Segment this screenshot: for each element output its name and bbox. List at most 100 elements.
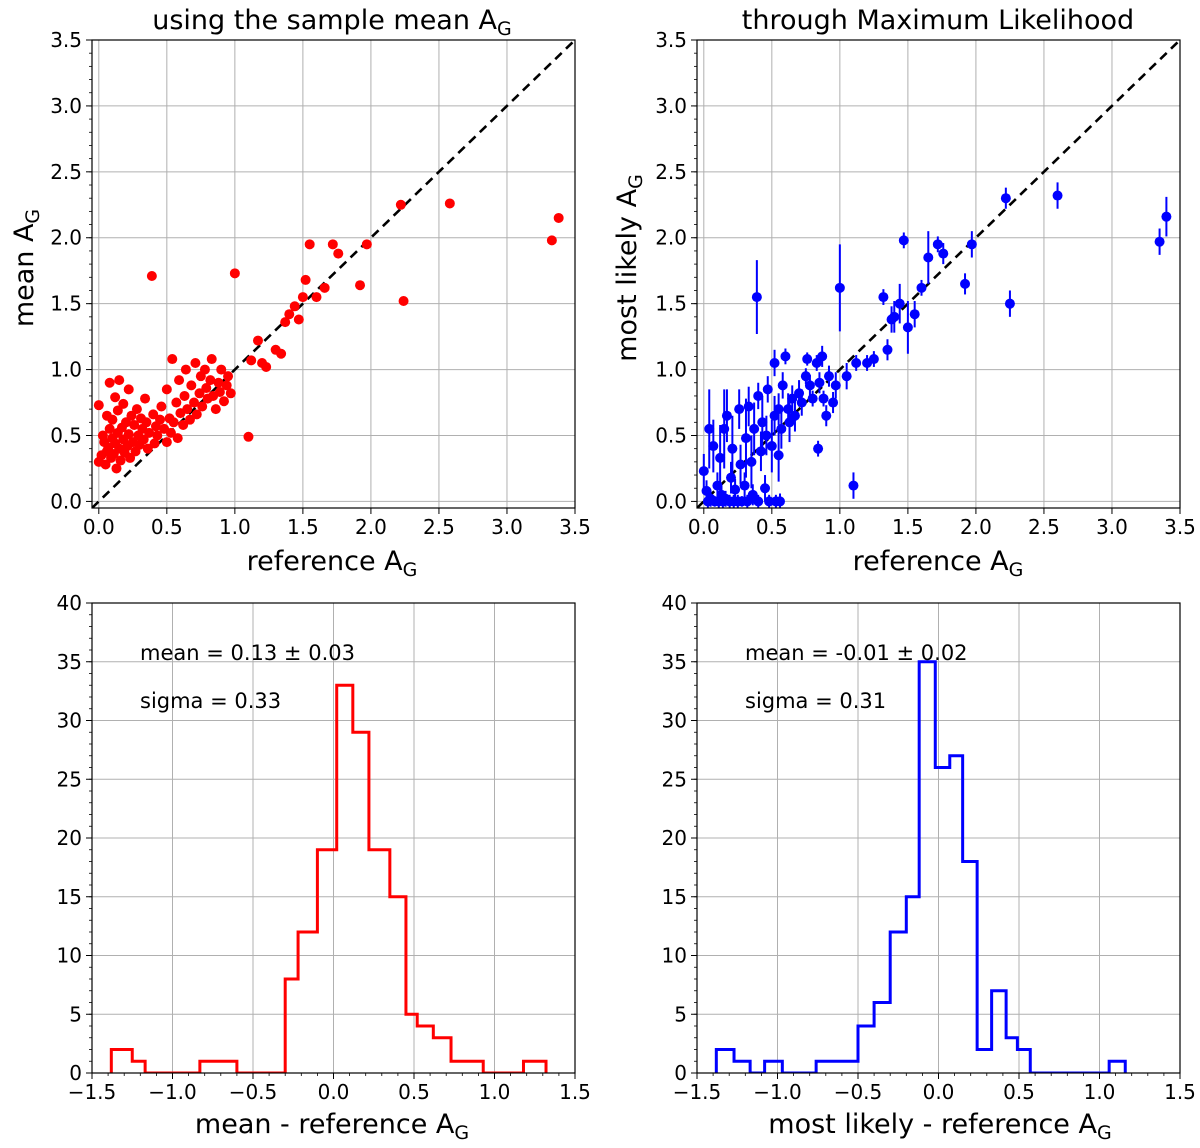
data-point bbox=[168, 417, 179, 428]
histogram-step bbox=[714, 660, 1127, 1073]
x-tick-label: −1.5 bbox=[673, 1080, 722, 1104]
data-point bbox=[206, 354, 217, 365]
histogram-bin bbox=[734, 1061, 750, 1073]
data-point bbox=[755, 446, 766, 457]
data-point bbox=[813, 443, 824, 454]
data-point bbox=[261, 361, 272, 372]
y-tick-label: 30 bbox=[662, 709, 687, 733]
y-tick-label: 25 bbox=[57, 767, 82, 791]
data-point bbox=[280, 317, 291, 328]
histogram-bin bbox=[858, 1026, 874, 1073]
x-tick-label: 0.0 bbox=[688, 515, 720, 539]
panel1-xlabel: reference AG bbox=[247, 546, 418, 581]
data-point bbox=[229, 268, 240, 279]
y-tick-label: 35 bbox=[662, 650, 687, 674]
data-point bbox=[191, 409, 202, 420]
data-point bbox=[141, 417, 152, 428]
data-point bbox=[155, 414, 166, 425]
data-point bbox=[276, 348, 287, 359]
data-point bbox=[199, 364, 210, 375]
data-point bbox=[100, 459, 111, 470]
data-point bbox=[811, 357, 822, 368]
data-point bbox=[746, 456, 757, 467]
data-point bbox=[194, 388, 205, 399]
data-point bbox=[165, 427, 176, 438]
y-tick-label: 3.5 bbox=[655, 28, 687, 52]
plot-frame bbox=[91, 39, 576, 509]
data-point bbox=[868, 354, 879, 365]
y-tick-label: 30 bbox=[57, 709, 82, 733]
histogram-bin bbox=[977, 1050, 991, 1074]
data-point bbox=[123, 429, 134, 440]
data-point bbox=[138, 434, 149, 445]
y-tick-label: 0 bbox=[674, 1061, 687, 1085]
data-point bbox=[189, 397, 200, 408]
x-tick-label: 3.0 bbox=[1096, 515, 1128, 539]
x-tick-label: 1.0 bbox=[1084, 1080, 1116, 1104]
data-layer bbox=[109, 683, 548, 1073]
data-point bbox=[1161, 211, 1172, 222]
histogram-bin bbox=[765, 1061, 783, 1073]
panel2-title: through Maximum Likelihood bbox=[742, 5, 1134, 36]
data-point bbox=[125, 452, 136, 463]
panel1-ylabel: mean AG bbox=[9, 209, 44, 327]
data-point bbox=[174, 375, 185, 386]
data-point bbox=[104, 423, 115, 434]
x-tick-label: 3.5 bbox=[1164, 515, 1196, 539]
histogram-bin bbox=[353, 732, 369, 1073]
panel4-annotation-sigma: sigma = 0.31 bbox=[745, 689, 886, 713]
data-point bbox=[774, 496, 785, 507]
data-point bbox=[701, 485, 712, 496]
y-tick-label: 10 bbox=[662, 944, 687, 968]
data-point bbox=[142, 443, 153, 454]
data-point bbox=[161, 384, 172, 395]
panel-histogram-max-likelihood: −1.5 −1.0 −0.5 0.0 0.5 1.0 1.5 0 5 10 15 20 25 30 35 40 bbox=[662, 591, 1196, 1104]
y-tick-label: 0.5 bbox=[50, 423, 82, 447]
data-point bbox=[721, 410, 732, 421]
data-point bbox=[932, 239, 943, 250]
panel3-annotation-mean: mean = 0.13 ± 0.03 bbox=[140, 641, 355, 665]
histogram-bin bbox=[906, 897, 919, 1073]
x-tick-label: 1.5 bbox=[892, 515, 924, 539]
data-point bbox=[747, 489, 758, 500]
data-point bbox=[730, 484, 741, 495]
histogram-bin bbox=[992, 991, 1006, 1073]
data-point bbox=[734, 404, 745, 415]
plot-frame bbox=[696, 602, 1181, 1074]
data-point bbox=[167, 354, 178, 365]
data-point bbox=[398, 296, 409, 307]
data-point bbox=[111, 463, 122, 474]
data-point bbox=[1154, 236, 1165, 247]
data-point bbox=[834, 282, 845, 293]
data-point bbox=[252, 335, 263, 346]
data-point bbox=[546, 235, 557, 246]
data-point bbox=[902, 322, 913, 333]
data-point bbox=[761, 430, 772, 441]
data-point bbox=[148, 409, 159, 420]
histogram-bin bbox=[433, 1038, 451, 1073]
data-point bbox=[841, 371, 852, 382]
data-point bbox=[817, 351, 828, 362]
y-tick-label: 1.0 bbox=[50, 358, 82, 382]
data-point bbox=[814, 377, 825, 388]
x-tick-label: −1.5 bbox=[68, 1080, 117, 1104]
panel3-xlabel: mean - reference AG bbox=[195, 1109, 469, 1144]
x-tick-label: 1.5 bbox=[1164, 1080, 1196, 1104]
panel-scatter-max-likelihood: 0.0 0.5 1.0 1.5 2.0 2.5 3.0 3.5 0.0 0.5 1.0 1.5 2.0 2… bbox=[655, 28, 1196, 539]
data-point bbox=[178, 419, 189, 430]
data-point bbox=[800, 371, 811, 382]
data-point bbox=[708, 441, 719, 452]
data-point bbox=[804, 380, 815, 391]
panel-histogram-sample-mean: −1.5 −1.0 −0.5 0.0 0.5 1.0 1.5 0 5 10 15 20 25 30 35 40 bbox=[57, 591, 591, 1104]
data-point bbox=[848, 480, 859, 491]
data-point bbox=[1004, 298, 1015, 309]
histogram-bin bbox=[298, 932, 317, 1073]
data-point bbox=[182, 404, 193, 415]
data-point bbox=[126, 410, 137, 421]
x-tick-label: 2.5 bbox=[1028, 515, 1060, 539]
x-tick-label: 2.0 bbox=[960, 515, 992, 539]
x-tick-label: 1.5 bbox=[287, 515, 319, 539]
y-tick-label: 40 bbox=[662, 591, 687, 615]
data-point bbox=[118, 398, 129, 409]
data-point bbox=[289, 301, 300, 312]
